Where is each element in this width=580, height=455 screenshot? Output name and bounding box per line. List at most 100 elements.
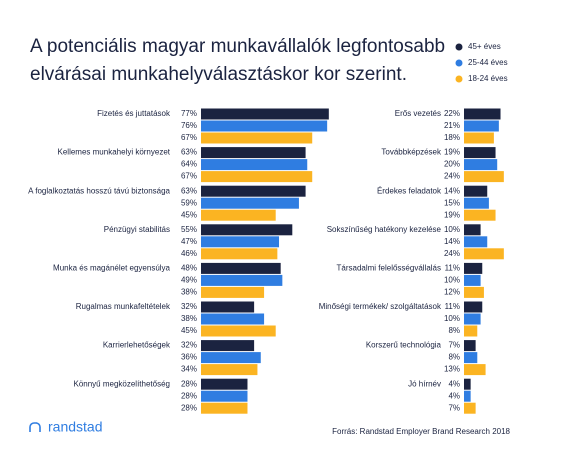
value-label: 48% — [181, 264, 197, 273]
value-label: 67% — [181, 133, 197, 142]
bar — [201, 325, 276, 337]
value-label: 28% — [181, 391, 197, 400]
category-label: Erős vezetés — [395, 109, 441, 118]
category-label: Fizetés és juttatások — [97, 109, 171, 118]
value-label: 45% — [181, 210, 197, 219]
value-label: 64% — [181, 160, 197, 169]
bar — [201, 147, 306, 159]
value-label: 24% — [444, 172, 460, 181]
logo: randstad — [29, 419, 102, 435]
bar — [201, 313, 265, 325]
value-label: 24% — [444, 249, 460, 258]
value-label: 10% — [444, 276, 460, 285]
value-label: 19% — [444, 148, 460, 157]
source: Forrás: Randstad Employer Brand Research… — [332, 427, 510, 436]
bar — [464, 236, 488, 248]
value-label: 67% — [181, 172, 197, 181]
legend-label: 25-44 éves — [468, 58, 508, 67]
bar — [464, 248, 504, 260]
bar — [464, 159, 498, 171]
bar — [464, 108, 501, 120]
bar — [464, 364, 486, 376]
title-line: elvárásai munkahelyválasztáskor kor szer… — [30, 64, 407, 85]
value-label: 10% — [444, 225, 460, 234]
legend-label: 18-24 éves — [468, 74, 508, 83]
bar — [464, 147, 496, 159]
value-label: 8% — [448, 353, 460, 362]
value-label: 14% — [444, 237, 460, 246]
category-label: Kellemes munkahelyi környezet — [58, 148, 171, 157]
bar — [464, 352, 478, 364]
value-label: 19% — [444, 210, 460, 219]
bar — [201, 402, 248, 414]
legend-marker — [455, 75, 463, 83]
bar — [201, 286, 265, 298]
bar — [464, 132, 494, 144]
value-label: 15% — [444, 198, 460, 207]
bar — [201, 236, 280, 248]
value-label: 11% — [445, 264, 460, 273]
value-label: 11% — [445, 302, 460, 311]
bar — [464, 185, 488, 197]
category-label: Minőségi termékek/ szolgáltatások — [319, 302, 442, 311]
title-line: A potenciális magyar munkavállalók legfo… — [30, 36, 445, 57]
category-label: Karrierlehetőségek — [103, 341, 171, 350]
value-label: 14% — [444, 186, 460, 195]
legend-marker — [455, 43, 463, 51]
category-label: Munka és magánélet egyensúlya — [53, 264, 171, 273]
category-label: Érdekes feladatok — [377, 186, 442, 195]
value-label: 63% — [181, 148, 197, 157]
bar — [464, 313, 481, 325]
bar — [464, 197, 489, 209]
value-label: 18% — [444, 133, 460, 142]
bar — [464, 224, 481, 236]
bar — [201, 197, 299, 209]
category-label: Jó hírnév — [408, 379, 441, 388]
bar — [464, 262, 483, 274]
bar — [201, 352, 261, 364]
value-label: 13% — [444, 365, 460, 374]
value-label: 32% — [181, 341, 197, 350]
value-label: 28% — [181, 379, 197, 388]
bar — [464, 378, 471, 390]
value-label: 45% — [181, 326, 197, 335]
value-label: 38% — [181, 314, 197, 323]
bar — [201, 301, 255, 313]
value-label: 7% — [448, 341, 460, 350]
value-label: 38% — [181, 288, 197, 297]
value-label: 34% — [181, 365, 197, 374]
bar — [464, 340, 476, 352]
bar — [201, 185, 306, 197]
value-label: 4% — [448, 379, 460, 388]
bar — [201, 248, 278, 260]
bar — [201, 132, 313, 144]
bar — [201, 108, 329, 120]
value-label: 22% — [444, 109, 460, 118]
bar — [201, 159, 308, 171]
bar — [464, 274, 481, 286]
bar — [464, 286, 484, 298]
category-label: Társadalmi felelősségvállalás — [337, 264, 442, 273]
value-label: 21% — [444, 121, 460, 130]
value-label: 59% — [181, 198, 197, 207]
value-label: 76% — [181, 121, 197, 130]
value-label: 8% — [448, 326, 460, 335]
bar — [464, 390, 471, 402]
logo-text: randstad — [48, 419, 102, 435]
logo-icon — [29, 422, 41, 432]
category-label: Sokszínűség hatékony kezelése — [327, 225, 442, 234]
value-label: 55% — [181, 225, 197, 234]
bar — [201, 340, 255, 352]
value-label: 46% — [181, 249, 197, 258]
bar — [201, 364, 258, 376]
bar — [464, 402, 476, 414]
value-label: 32% — [181, 302, 197, 311]
bar — [464, 120, 499, 132]
value-label: 47% — [181, 237, 197, 246]
category-label: Könnyű megközelíthetőség — [73, 379, 170, 388]
legend-label: 45+ éves — [468, 42, 501, 51]
category-label: Korszerű technológia — [366, 341, 442, 350]
value-label: 7% — [448, 403, 460, 412]
value-label: 63% — [181, 186, 197, 195]
